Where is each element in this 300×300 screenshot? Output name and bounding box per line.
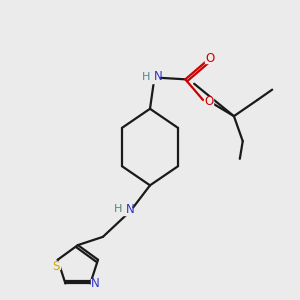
Text: O: O — [204, 95, 214, 108]
Text: N: N — [154, 70, 162, 83]
Text: N: N — [126, 203, 135, 216]
Text: O: O — [206, 52, 215, 64]
Text: S: S — [52, 260, 60, 273]
Bar — [114, 206, 130, 215]
Text: H: H — [142, 72, 150, 82]
Text: N: N — [91, 277, 100, 290]
Bar — [142, 73, 158, 83]
Bar — [52, 261, 60, 269]
Bar — [205, 97, 213, 106]
Bar — [205, 54, 214, 62]
Text: H: H — [114, 204, 123, 214]
Bar — [91, 279, 100, 288]
